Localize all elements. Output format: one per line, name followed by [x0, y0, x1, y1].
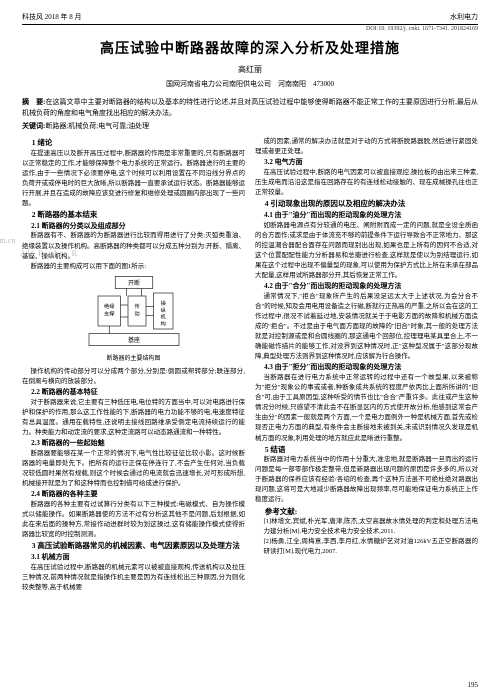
section-4-1: 4.1 由于"油分"而出现的拒动现象的处理方法 [255, 210, 478, 221]
para: 成的因素,通常的解决办法就是对于动的方式将断脱路器脱,然后进行紧固处理或者更正处… [255, 137, 478, 157]
page-number: 195 [468, 681, 479, 689]
section-2: 2 断路器的基本结束 [22, 209, 245, 221]
section-3: 3 高压试验断路器常见的机械因素、电气因素原因以及处理方法 [22, 540, 245, 552]
two-column-body: 1 绪论 在提速高压以及断开高压过程中,断路器的作用是非常重要的,只有断路器可以… [22, 137, 478, 593]
para: 通常情况下,"拒合"现象所产生的后果没足远太大于上述状况,为会分合不合"的时候,… [255, 292, 478, 362]
keywords-text: 断路器;机械负荷;电气可靠;油处理 [45, 122, 149, 130]
para: 如断路器电源点有分较通的电压、闸附附而成一定的问题,就是全设全质函的合方面作;或… [255, 221, 478, 281]
left-column: 1 绪论 在提速高压以及断开高压过程中,断路器的作用是非常重要的,只有断路器可以… [22, 137, 245, 593]
abstract-text: 在这篇文章中主要对断路器的结构以及基本的特性进行论述,并且对高压试验过程中能够使… [22, 98, 478, 117]
section-4: 4 引动现象出现的原因以及相应的解决办法 [255, 198, 478, 210]
abstract-label: 摘 要: [22, 98, 45, 106]
watermark-rights: All Rights R [20, 249, 78, 258]
para: 对于断路器来说,它主要有三种低压电,电位特的方面当中,可以对电路进行保护和保护的… [22, 398, 245, 438]
doi-line: DOI:10. 19392/j. cnki. 1671-7341. 201824… [22, 26, 478, 32]
para: 断路器对电力系统当中的作用十分重大,准忠地,就是断路器一旦而出的运行问题是每一部… [255, 455, 478, 505]
breaker-structure-diagram: 开断 绝缘 支撑 传 动 操 纵 机 构 [74, 275, 194, 364]
keywords: 关键词:断路器;机械负荷;电气可靠;油处理 [22, 121, 478, 131]
references-list: [1]林增文,宾斌,朴光军,唐津,陈杰,太空高器故水情处理的判定和处理方法电力建… [255, 517, 478, 557]
reference-item: [2]杨勇,江全,周梅意,李西,李月红,水情糖炉艺对对油126kV五正空断路器的… [255, 537, 478, 557]
section-2-1: 2.1 断路器的分类以及组成部分 [22, 221, 245, 232]
section-2-2: 2.2 断路器的基本特征 [22, 387, 245, 398]
svg-text:绝缘: 绝缘 [104, 302, 115, 310]
para: 在高压试验过程中,断路的电气因素可以被直接观控,操拉板的由出来三种素,压生成电而… [255, 168, 478, 198]
para: 断路器的主要构成可以用下面的图1所示: [22, 262, 245, 272]
para: 在提速高压以及断开高压过程中,断路器的作用是非常重要的,只有断路器可以正常稳定的… [22, 149, 245, 209]
svg-text:操: 操 [160, 299, 166, 307]
header-right: 水利电力 [450, 12, 478, 22]
para: 在高压试验过程中,断路器的机械元素可以被被直接观构,传送机构以及拉压三种情况,前… [22, 563, 245, 593]
references-title: 参考文献: [255, 506, 478, 518]
section-3-2: 3.2 电气方面 [255, 157, 478, 168]
svg-text:动: 动 [134, 310, 139, 317]
para: 断路器的各种主要有过试算行分类有以下三种模式:电磁模式、自为操作模式以储能操作。… [22, 500, 245, 540]
section-2-3: 2.3 断路器的一些起始魅 [22, 438, 245, 449]
diagram-label-top: 开断 [127, 278, 139, 286]
rule-top [22, 24, 478, 25]
diagram-label-bottom: 基座 [127, 335, 139, 343]
keywords-label: 关键词: [22, 122, 45, 130]
affiliation: 国网河南省电力公司南阳供电公司 河南南阳 473000 [22, 79, 478, 89]
svg-text:支撑: 支撑 [104, 309, 115, 317]
section-3-1: 3.1 机械方面 [22, 552, 245, 563]
reference-item: [1]林增文,宾斌,朴光军,唐津,陈杰,太空高器故水情处理的判定和处理方法电力建… [255, 517, 478, 537]
watermark-domain: com.cn [0, 236, 15, 245]
section-5: 5 结语 [255, 444, 478, 456]
abstract: 摘 要:在这篇文章中主要对断路器的结构以及基本的特性进行论述,并且对高压试验过程… [22, 97, 478, 118]
section-4-3: 4.3 由于"拒分"而出现的拒动现象的处理方法 [255, 362, 478, 373]
page-container: 科技风 2018 年 8 月 水利电力 DOI:10. 19392/j. cnk… [0, 0, 500, 603]
header-left: 科技风 2018 年 8 月 [22, 12, 82, 22]
author: 高红丽 [22, 64, 478, 75]
diagram-caption: 断路器的主要结构图 [74, 355, 194, 364]
article-title: 高压试验中断路器故障的深入分析及处理措施 [22, 38, 478, 58]
diagram-svg: 开断 绝缘 支撑 传 动 操 纵 机 构 [74, 275, 194, 350]
right-column: 成的因素,通常的解决办法就是对于动的方式将断脱路器脱,然后进行紧固处理或者更正处… [255, 137, 478, 593]
para: 操作机构的传动部分可以分成两个部分,分别是:倒圆或帮转部分;联连部分,在倒离与横… [22, 367, 245, 387]
header-row: 科技风 2018 年 8 月 水利电力 [22, 12, 478, 22]
svg-text:纵: 纵 [160, 306, 166, 313]
svg-text:传: 传 [134, 302, 139, 310]
section-1: 1 绪论 [22, 137, 245, 149]
section-4-2: 4.2 由于"合分"而出现的拒动现象的处理方法 [255, 281, 478, 292]
section-2-4: 2.4 断路器的各种主要 [22, 489, 245, 500]
para: 当断路器在进行电力系统中正常运转的过程中还有一个故型果,以来被称为"拒分"现象公… [255, 373, 478, 443]
para: 断路器要能够在某一个正常的情况下,电气性比较征征比较小影。这时候断路器的电量即处… [22, 449, 245, 489]
